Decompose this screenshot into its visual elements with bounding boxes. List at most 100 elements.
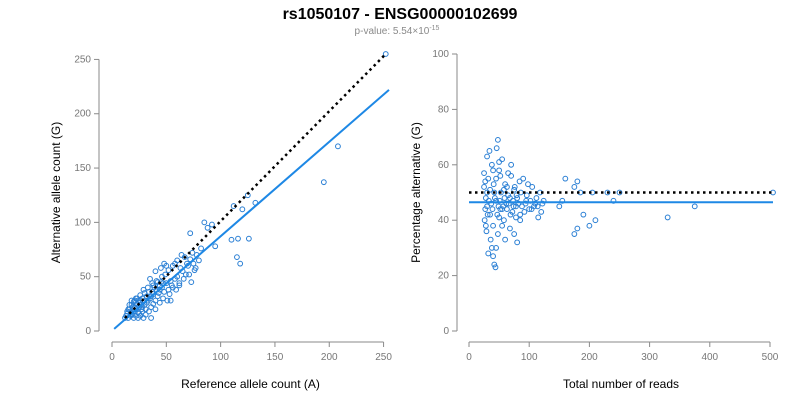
data-point (237, 260, 244, 267)
data-point (204, 224, 211, 231)
data-point (187, 230, 194, 237)
data-point (235, 235, 241, 242)
y-tick-label: 150 (74, 163, 91, 174)
data-point (176, 282, 183, 289)
y-axis-label: Alternative allele count (G) (49, 122, 63, 263)
x-tick-label: 500 (762, 352, 779, 363)
y-tick-label: 250 (74, 54, 91, 65)
data-point (485, 250, 492, 257)
data-point (196, 257, 202, 264)
data-point (484, 211, 491, 218)
data-point (126, 302, 133, 308)
data-point (481, 184, 487, 190)
data-point (128, 297, 135, 304)
data-point (504, 184, 510, 190)
data-point (515, 200, 522, 207)
y-tick-label: 40 (438, 215, 450, 226)
data-point (147, 275, 153, 282)
data-point (234, 254, 240, 261)
scatter-panel-right: 0 100 200 300 400 500 0 20 40 60 80 100 Total number… (409, 49, 779, 391)
data-point (161, 260, 168, 267)
data-point (523, 197, 530, 204)
data-point (490, 167, 496, 174)
data-point (493, 145, 500, 152)
data-point (228, 236, 235, 243)
data-point (514, 195, 521, 201)
data-point (489, 206, 496, 213)
figure-title: rs1050107 - ENSG00000102699 (283, 6, 518, 23)
data-point (492, 264, 499, 271)
data-point (571, 231, 578, 237)
data-point (190, 260, 197, 267)
data-point (493, 197, 499, 204)
data-point (580, 211, 587, 218)
data-point (157, 265, 164, 271)
data-point (484, 153, 490, 160)
data-point (539, 200, 546, 207)
x-tick-label: 200 (581, 352, 598, 363)
x-axis-label: Reference allele count (A) (181, 377, 320, 391)
data-point (586, 222, 593, 229)
data-point (510, 203, 517, 210)
data-point (490, 222, 496, 229)
data-point (166, 291, 173, 297)
data-point (486, 148, 493, 154)
subtitle-pvalue: p-value: 5.54×10 (355, 26, 430, 37)
y-tick-label: 0 (85, 326, 91, 337)
data-point (487, 236, 494, 243)
data-point (507, 225, 513, 232)
y-tick-label: 100 (432, 49, 449, 60)
data-point (502, 236, 509, 243)
data-point (191, 267, 198, 274)
data-point (507, 195, 513, 201)
data-point (499, 222, 506, 229)
data-point (142, 311, 149, 318)
data-point (491, 261, 498, 268)
data-point (483, 228, 490, 235)
data-point (159, 273, 165, 280)
data-point (499, 206, 506, 213)
data-point (485, 175, 492, 182)
data-point (610, 197, 617, 204)
data-point (562, 175, 569, 182)
data-point (522, 200, 529, 207)
data-point (556, 203, 563, 210)
y-tick-label: 100 (74, 217, 91, 228)
data-point (517, 217, 524, 224)
x-tick-label: 0 (466, 352, 472, 363)
data-point (508, 172, 515, 179)
data-point (148, 315, 155, 321)
x-tick-label: 300 (641, 352, 658, 363)
data-point (496, 159, 502, 165)
data-point (154, 293, 161, 300)
data-point (490, 253, 496, 260)
data-point (513, 192, 520, 199)
data-point (490, 181, 497, 188)
x-tick-label: 400 (701, 352, 718, 363)
data-point (520, 175, 527, 182)
data-point (481, 217, 488, 224)
data-point (526, 206, 533, 213)
data-point (209, 221, 215, 228)
data-point (488, 161, 495, 168)
data-point (514, 239, 521, 246)
data-point (497, 172, 504, 179)
data-point (491, 189, 498, 196)
data-point (500, 203, 507, 210)
data-point (245, 235, 252, 242)
data-point (164, 297, 171, 304)
data-point (149, 288, 156, 295)
data-point (496, 167, 502, 174)
data-point (529, 184, 536, 190)
y-tick-label: 200 (74, 109, 91, 120)
data-point (137, 292, 144, 299)
data-point (150, 300, 157, 307)
data-point (538, 208, 545, 215)
data-point (198, 245, 204, 252)
data-point (592, 217, 599, 224)
y-tick-label: 0 (443, 326, 449, 337)
data-point (511, 186, 518, 193)
data-point (499, 156, 506, 163)
data-point (212, 243, 219, 250)
